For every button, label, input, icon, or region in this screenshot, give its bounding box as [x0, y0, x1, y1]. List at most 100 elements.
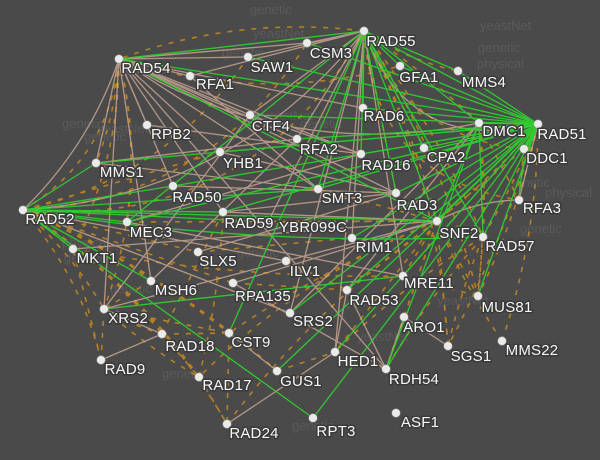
node-dot-RAD16[interactable]	[356, 149, 366, 159]
edge-MRE11-XRS2-network-green[interactable]	[103, 275, 404, 310]
edge-RAD52-YHB1-genetic[interactable]	[22, 151, 221, 211]
node-dot-DMC1[interactable]	[474, 118, 484, 128]
edge-RAD51-MEC3-network-green[interactable]	[126, 123, 539, 223]
node-label-CPA2[interactable]: CPA2	[425, 148, 467, 168]
edge-RAD51-CTF4-network-green[interactable]	[249, 114, 539, 125]
edge-RAD51-MMS1-network-green[interactable]	[95, 123, 539, 164]
node-label-RFA3[interactable]: RFA3	[521, 199, 562, 219]
node-label-RPT3[interactable]: RPT3	[315, 422, 357, 442]
edge-RAD52-GUS1-genetic[interactable]	[22, 209, 278, 372]
node-label-RAD53[interactable]: RAD53	[348, 291, 400, 311]
edge-RAD52-CST9-genetic[interactable]	[22, 209, 230, 334]
edge-RAD51-SRS2-network-green[interactable]	[289, 123, 539, 314]
edge-RAD55-RAD57-network-green[interactable]	[363, 30, 484, 238]
node-label-RFA2[interactable]: RFA2	[298, 140, 339, 160]
edge-MRE11-MUS81-genetic[interactable]	[402, 275, 479, 297]
edge-RAD55-YBR099C-physical[interactable]	[267, 30, 365, 223]
edge-RAD52-SMT3-network-green[interactable]	[22, 188, 319, 211]
node-label-RAD18[interactable]: RAD18	[164, 337, 216, 357]
node-label-MEC3[interactable]: MEC3	[128, 223, 173, 243]
node-dot-RAD54[interactable]	[114, 54, 124, 64]
node-label-YHB1[interactable]: YHB1	[222, 154, 265, 174]
edge-RAD55-RFA3-genetic[interactable]	[363, 30, 520, 201]
edge-RPB2-RAD16-physical[interactable]	[146, 124, 362, 155]
edge-RAD55-SNF2-network-green[interactable]	[363, 30, 438, 222]
node-dot-SAW1[interactable]	[243, 52, 253, 62]
edge-RAD55-CTF4-physical[interactable]	[249, 30, 365, 116]
node-dot-RPA135[interactable]	[228, 278, 238, 288]
node-label-RFA1[interactable]: RFA1	[194, 75, 235, 95]
edge-XRS2-SNF2-physical[interactable]	[103, 220, 438, 310]
node-label-ARO1[interactable]: ARO1	[402, 318, 446, 338]
edge-DMC1-MUS81-genetic[interactable]	[477, 122, 484, 297]
edge-RAD54-MKT1-genetic[interactable]	[72, 58, 120, 250]
edge-RAD51-RFA3-network-green[interactable]	[518, 123, 539, 201]
node-dot-RAD51[interactable]	[533, 119, 543, 129]
node-dot-RFA3[interactable]	[514, 195, 524, 205]
edge-RAD51-RAD55-network-green[interactable]	[363, 30, 539, 125]
edge-RAD18-RAD17-genetic[interactable]	[161, 333, 200, 378]
edge-SNF2-MUS81-genetic[interactable]	[436, 220, 479, 297]
node-label-RAD50[interactable]: RAD50	[171, 188, 223, 208]
node-dot-RAD9[interactable]	[96, 355, 106, 365]
node-label-RAD9[interactable]: RAD9	[103, 360, 147, 380]
edge-RAD52-RPT3-network-green[interactable]	[22, 209, 314, 419]
node-dot-MMS22[interactable]	[497, 336, 507, 346]
edge-RPA135-SNF2-physical[interactable]	[232, 220, 438, 284]
node-dot-ILV1[interactable]	[281, 256, 291, 266]
edge-RAD51-MUS81-network-green[interactable]	[477, 123, 539, 297]
edge-MMS1-SMT3-physical[interactable]	[95, 162, 319, 190]
node-dot-MMS4[interactable]	[453, 66, 463, 76]
node-label-RAD59[interactable]: RAD59	[223, 214, 275, 234]
node-label-CST9[interactable]: CST9	[230, 333, 272, 353]
node-label-ASF1[interactable]: ASF1	[399, 413, 440, 433]
node-label-SAW1[interactable]: SAW1	[249, 58, 295, 78]
node-dot-HED1[interactable]	[330, 347, 340, 357]
edge-DMC1-RDH54-network-green[interactable]	[385, 122, 480, 370]
edge-RAD55-RAD57-genetic[interactable]	[363, 30, 484, 238]
edge-RAD54-SNF2-network-green[interactable]	[118, 58, 438, 222]
node-dot-DDC1[interactable]	[519, 144, 529, 154]
edge-SNF2-ARO1-genetic[interactable]	[403, 220, 438, 318]
node-dot-RFA2[interactable]	[292, 134, 302, 144]
edge-DDC1-SNF2-genetic[interactable]	[436, 148, 525, 222]
edge-RAD51-SAW1-network-green[interactable]	[247, 56, 539, 125]
edge-RAD52-RAD55-genetic[interactable]	[22, 30, 365, 213]
node-dot-MEC3[interactable]	[122, 217, 132, 227]
edge-RFA3-SNF2-physical[interactable]	[436, 199, 520, 222]
node-dot-RPB2[interactable]	[142, 120, 152, 130]
edge-RAD53-RDH54-physical[interactable]	[346, 289, 387, 370]
edge-SNF2-SGS1-genetic[interactable]	[436, 220, 449, 347]
node-dot-MMS1[interactable]	[91, 158, 101, 168]
edge-RAD54-SAW1-physical[interactable]	[118, 56, 249, 60]
node-label-SMT3[interactable]: SMT3	[320, 189, 364, 209]
edge-RAD54-GFA1-genetic[interactable]	[118, 58, 401, 85]
node-dot-XRS2[interactable]	[99, 304, 109, 314]
node-dot-RAD59[interactable]	[218, 207, 228, 217]
edge-RAD52-SNF2-network-green[interactable]	[22, 209, 438, 222]
edge-RAD50-RAD3-physical[interactable]	[172, 185, 397, 194]
node-dot-SLX5[interactable]	[193, 247, 203, 257]
edge-RAD51-MMS4-network-green[interactable]	[457, 70, 539, 125]
edge-SMT3-SNF2-genetic[interactable]	[317, 188, 438, 222]
edge-XRS2-CST9-genetic[interactable]	[103, 308, 230, 334]
edge-RAD51-RAD3-network-green[interactable]	[395, 123, 539, 194]
edge-RAD55-MUS81-genetic[interactable]	[363, 30, 479, 297]
node-label-CSM3[interactable]: CSM3	[308, 44, 353, 64]
node-dot-YHB1[interactable]	[215, 147, 225, 157]
edge-RAD52-XRS2-genetic[interactable]	[22, 209, 105, 310]
edge-SNF2-CST9-genetic[interactable]	[228, 220, 438, 334]
edge-RAD57-SGS1-genetic[interactable]	[447, 236, 484, 347]
edge-RAD55-SMT3-network-green[interactable]	[317, 30, 365, 190]
edge-RAD51-RAD50-network-green[interactable]	[172, 123, 539, 187]
edge-RAD55-DMC1-genetic[interactable]	[363, 30, 480, 124]
edge-RAD54-YHB1-physical[interactable]	[118, 58, 221, 153]
edge-RAD52-SRS2-physical[interactable]	[22, 209, 291, 314]
edge-RAD51-RIM1-network-green[interactable]	[351, 123, 539, 239]
edge-RAD52-RAD24-genetic[interactable]	[22, 209, 228, 425]
node-dot-MKT1[interactable]	[68, 244, 78, 254]
node-dot-RDH54[interactable]	[381, 364, 391, 374]
edge-RAD55-CPA2-network-green[interactable]	[363, 30, 425, 149]
edge-RAD52-ILV1-physical[interactable]	[22, 209, 287, 262]
node-label-GFA1[interactable]: GFA1	[398, 68, 440, 88]
